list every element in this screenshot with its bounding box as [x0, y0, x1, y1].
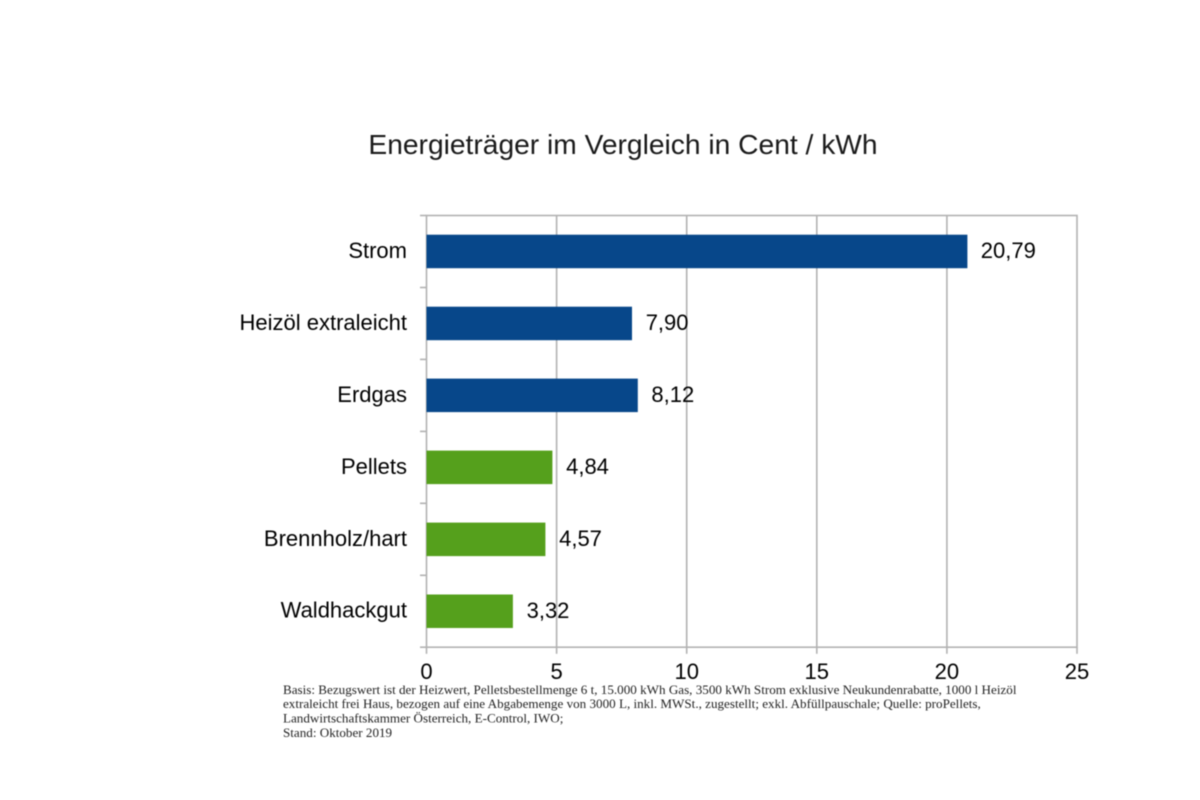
svg-text:Pellets: Pellets: [341, 454, 407, 479]
svg-text:extraleicht frei Haus, bezog: extraleicht frei Haus, bezogen auf eine …: [283, 696, 981, 711]
svg-text:Waldhackgut: Waldhackgut: [281, 598, 407, 623]
svg-text:Strom: Strom: [348, 238, 407, 263]
svg-text:7,90: 7,90: [646, 310, 689, 335]
svg-text:3,32: 3,32: [527, 598, 570, 623]
svg-text:Landwirtschaftskammer Österrei: Landwirtschaftskammer Österreich, E-Cont…: [283, 711, 563, 726]
svg-text:8,12: 8,12: [651, 382, 694, 407]
svg-text:0: 0: [420, 659, 432, 684]
svg-text:Stand: Oktober 2019: Stand: Oktober 2019: [283, 725, 393, 740]
svg-text:20: 20: [935, 659, 959, 684]
svg-text:25: 25: [1065, 659, 1089, 684]
svg-text:5: 5: [550, 659, 562, 684]
svg-text:Heizöl extraleicht: Heizöl extraleicht: [239, 310, 407, 335]
svg-text:Energieträger im Vergleich in: Energieträger im Vergleich in Cent / kWh: [368, 128, 877, 160]
svg-text:Brennholz/hart: Brennholz/hart: [264, 526, 407, 551]
svg-text:15: 15: [805, 659, 829, 684]
svg-text:20,79: 20,79: [981, 238, 1036, 263]
svg-text:4,84: 4,84: [566, 454, 609, 479]
svg-text:10: 10: [674, 659, 698, 684]
svg-text:Basis: Bezugswert ist der Heiz: Basis: Bezugswert ist der Heizwert, Pell…: [283, 682, 1017, 697]
svg-text:4,57: 4,57: [559, 526, 602, 551]
svg-text:Erdgas: Erdgas: [337, 382, 407, 407]
